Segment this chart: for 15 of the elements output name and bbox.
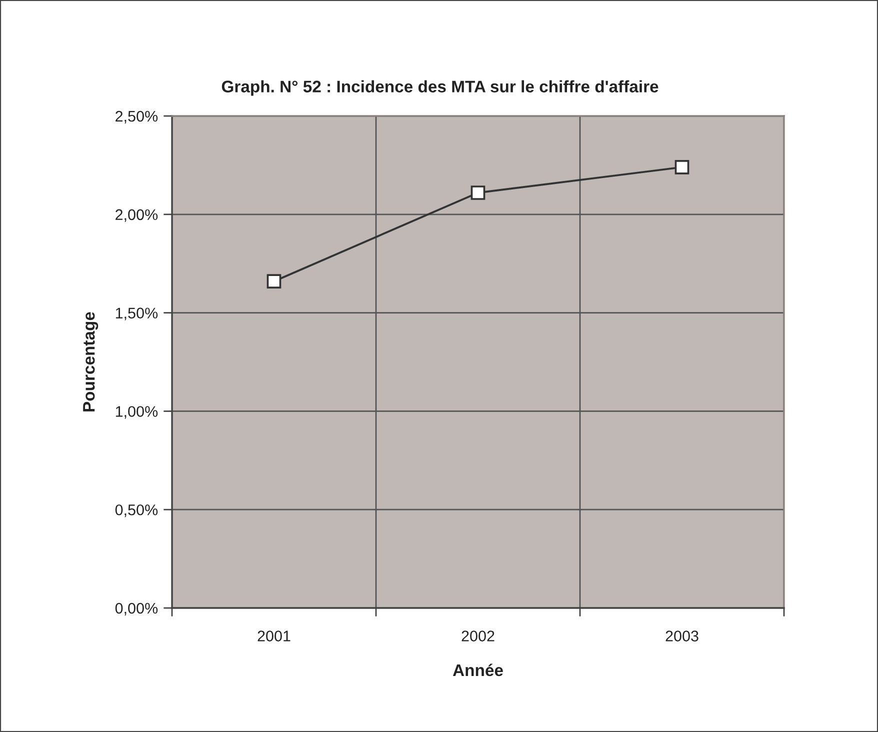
y-axis-title: Pourcentage xyxy=(83,312,98,412)
chart-title: Graph. N° 52 : Incidence des MTA sur le chiffre d'affaire xyxy=(222,80,658,96)
y-tick-label: 0,00% xyxy=(115,602,158,616)
y-tick-label: 1,50% xyxy=(116,308,158,320)
x-tick-label: 2002 xyxy=(462,630,494,642)
y-tick-label: 2,50% xyxy=(116,110,158,124)
y-tick-label: 1,00% xyxy=(116,406,158,419)
y-tick-label: 0,50% xyxy=(115,504,158,518)
point xyxy=(674,160,690,174)
x-tick-label: 2003 xyxy=(666,630,698,642)
point xyxy=(266,274,282,288)
x-tick-label: 2001 xyxy=(258,630,290,642)
y-tick-label: 2,00% xyxy=(116,209,158,222)
x-axis-title: Année xyxy=(452,664,503,676)
point xyxy=(470,186,486,200)
